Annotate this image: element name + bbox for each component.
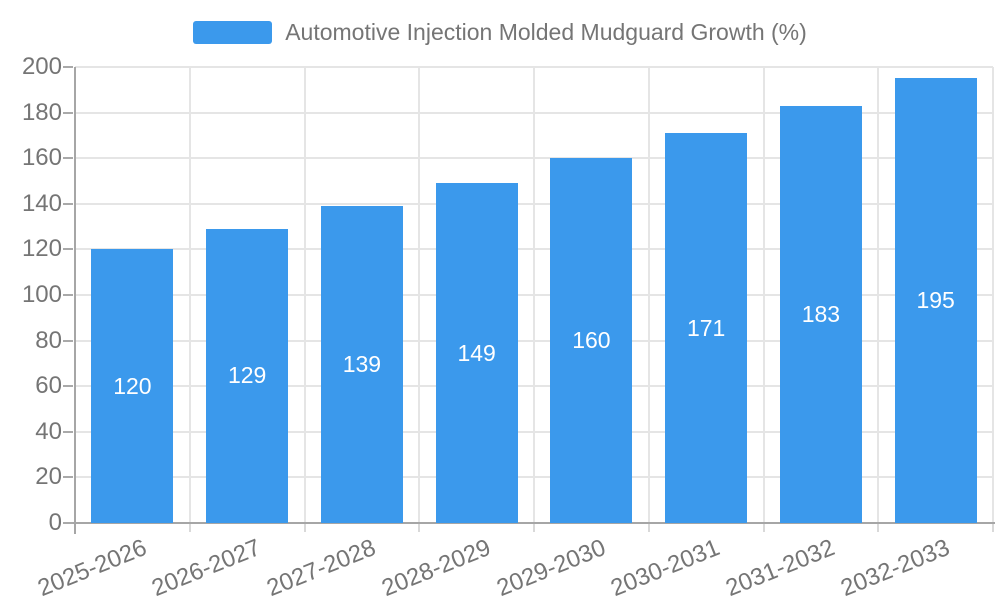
v-gridline [303,67,306,523]
y-axis-tick-label: 0 [48,509,62,536]
plot-area: 120 129 139 149 160 171 183 195 [63,66,995,534]
y-tick-mark [63,430,73,433]
legend-label: Automotive Injection Molded Mudguard Gro… [285,19,807,45]
bar-value-label: 139 [342,351,382,378]
bar-value-label: 149 [457,339,496,366]
v-gridline [762,67,765,523]
x-tick-mark [303,524,306,532]
chart-legend[interactable]: Automotive Injection Molded Mudguard Gro… [0,19,1000,46]
x-tick-mark [74,524,76,534]
x-tick-mark [418,524,421,532]
y-tick-mark [63,248,73,251]
y-axis-tick-label: 60 [35,372,62,400]
v-gridline [188,67,191,523]
legend-swatch [193,21,273,44]
y-tick-mark [63,522,73,524]
bar-value-label: 160 [572,327,611,354]
bar[interactable]: 139 [320,206,403,523]
y-axis-tick-label: 20 [35,463,62,491]
x-axis-tick-label: 2030-2031 [607,534,724,600]
y-tick-mark [63,66,73,68]
v-gridline [647,67,650,523]
bar[interactable]: 183 [779,105,862,523]
bar-value-label: 171 [686,314,726,341]
y-axis-tick-label: 40 [35,417,62,445]
y-tick-mark [63,476,73,479]
bar-value-label: 129 [227,362,267,389]
bar[interactable]: 149 [435,183,518,523]
y-tick-mark [63,294,73,296]
bar[interactable]: 160 [550,158,633,523]
bar-value-label: 195 [916,287,955,314]
y-tick-mark [63,385,73,388]
y-axis-line [74,67,76,533]
y-tick-mark [63,339,73,342]
x-axis-labels: 2025-2026 2026-2027 2027-2028 2028-2029 2029… [34,523,993,600]
x-axis-tick-label: 2025-2026 [33,534,151,600]
y-axis-tick-label: 80 [35,326,62,354]
x-axis-tick-label: 2032-2033 [836,534,954,600]
bar[interactable]: 129 [206,228,289,523]
x-axis-tick-label: 2028-2029 [377,534,495,600]
y-tick-mark [63,157,73,160]
y-axis-tick-label: 200 [21,53,62,80]
bar[interactable]: 120 [91,249,174,523]
bar[interactable]: 195 [894,78,977,523]
v-gridline [992,67,994,523]
x-axis-tick-label: 2026-2027 [148,534,265,600]
y-axis-labels: 0 20 40 60 80 100 120 140 160 180 200 [0,53,62,536]
bar-value-label: 183 [801,300,841,327]
v-gridline [877,67,880,523]
bar[interactable]: 171 [665,133,748,523]
x-axis-tick-label: 2029-2030 [492,534,610,600]
x-tick-mark [877,524,880,532]
x-tick-mark [762,524,765,532]
y-axis-tick-label: 100 [21,281,62,308]
y-tick-mark [63,202,73,205]
v-gridline [418,67,421,523]
y-axis-tick-label: 120 [21,235,62,263]
y-axis-tick-label: 180 [21,98,62,126]
x-tick-mark [533,524,535,532]
x-tick-mark [992,524,994,532]
x-tick-mark [647,524,650,532]
v-gridline [533,67,535,523]
y-axis-tick-label: 160 [21,144,62,172]
bar-value-label: 120 [113,372,152,399]
x-axis-tick-label: 2031-2032 [722,534,839,600]
y-tick-mark [63,111,73,114]
x-axis-tick-label: 2027-2028 [263,534,380,600]
y-axis-tick-label: 140 [21,189,62,217]
x-tick-mark [188,524,191,532]
x-axis-line [73,522,995,524]
